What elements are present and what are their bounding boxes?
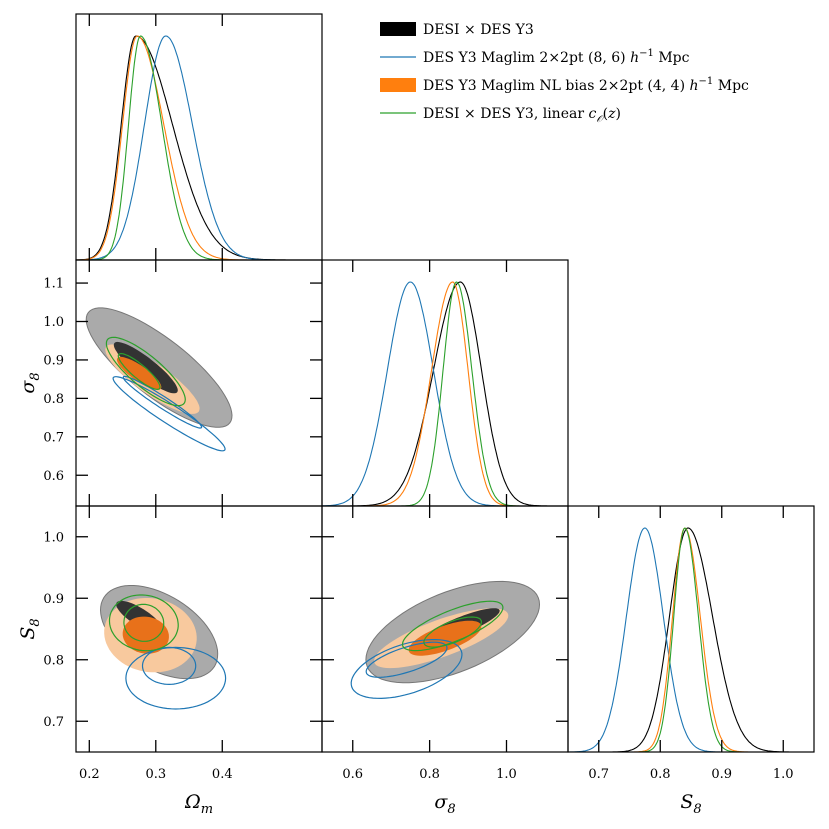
y-tick-label: 0.6 (43, 469, 64, 484)
axis-subscript: m (201, 802, 213, 817)
axis-subscript: 8 (28, 618, 43, 626)
contour-68-3 (423, 616, 482, 648)
density-3 (568, 527, 814, 752)
axis-subscript: 8 (693, 802, 701, 817)
y-tick-label: 1.0 (43, 530, 64, 545)
panel-frame (567, 505, 815, 753)
axis-symbol: σ (434, 791, 448, 813)
contour-95-1 (112, 376, 226, 452)
contour-68-1 (141, 646, 197, 686)
legend: DESI × DES Y3 DES Y3 Maglim 2×2pt (8, 6) … (380, 22, 749, 125)
contour-95-3 (108, 594, 179, 652)
contour-68-1 (122, 375, 203, 429)
density-0 (568, 527, 814, 752)
density-1 (322, 281, 568, 506)
y-axis-title-s8: σ8 (17, 372, 43, 393)
x-axis-title-s8: σ8 (434, 791, 455, 817)
density-2 (76, 35, 322, 260)
panel-1d-Om (76, 35, 322, 260)
panel-frame (75, 13, 323, 261)
y-tick-label: 1.0 (43, 315, 64, 330)
legend-label-2: DES Y3 Maglim NL bias 2×2pt (4, 4) h−1 M… (423, 76, 749, 94)
contour-68-2 (408, 620, 482, 656)
axis-subscript: 8 (28, 372, 43, 380)
panel-Om-S8 (99, 585, 227, 710)
y-tick-label: 0.8 (43, 653, 64, 668)
density-3 (76, 35, 322, 260)
contour-95-3 (105, 336, 186, 407)
x-axis-title-S8: S8 (680, 791, 701, 817)
density-2 (568, 527, 814, 752)
x-tick-label: 1.0 (773, 767, 794, 782)
contour-68-2 (122, 616, 169, 654)
axis-symbol: Ω (184, 791, 201, 813)
contour-68-3 (117, 353, 161, 391)
panels-layer: 0.2 0.3 0.4 0.6 0.8 1.0 0.7 0.8 0.9 1.0 0.6 0.7 0.8 0… (17, 13, 815, 817)
y-tick-label: 1.1 (43, 277, 64, 292)
x-tick-label: 1.0 (496, 767, 517, 782)
x-axis-title-Om: Ωm (184, 791, 213, 817)
legend-swatch-0 (380, 22, 416, 36)
density-2 (322, 281, 568, 506)
y-axis-title-S8: S8 (17, 618, 43, 639)
legend-label-0: DESI × DES Y3 (423, 22, 534, 38)
contour-68-1 (365, 641, 448, 678)
y-tick-label: 0.7 (43, 715, 64, 730)
contour-95-1 (350, 639, 463, 700)
x-tick-label: 0.6 (342, 767, 363, 782)
legend-label-3: DESI × DES Y3, linear c𝒪(z) (423, 106, 621, 125)
axis-symbol: σ (17, 380, 39, 394)
contour-68-2 (116, 356, 162, 390)
density-0 (322, 281, 568, 506)
legend-swatch-2 (380, 78, 416, 92)
panel-s8-S8 (350, 580, 541, 700)
x-tick-label: 0.8 (650, 767, 671, 782)
panel-Om-s8 (85, 307, 233, 452)
density-0 (76, 35, 322, 260)
x-tick-label: 0.8 (419, 767, 440, 782)
contour-95-1 (125, 646, 227, 710)
x-tick-label: 0.7 (588, 767, 609, 782)
x-tick-label: 0.2 (79, 767, 100, 782)
axis-symbol: S (17, 627, 39, 640)
axis-symbol: S (680, 791, 693, 813)
contour-68-3 (123, 603, 165, 642)
x-tick-label: 0.4 (212, 767, 233, 782)
legend-label-1: DES Y3 Maglim 2×2pt (8, 6) h−1 Mpc (423, 48, 690, 66)
axis-subscript: 8 (447, 802, 455, 817)
x-tick-label: 0.3 (145, 767, 166, 782)
y-tick-label: 0.9 (43, 353, 64, 368)
x-tick-label: 0.9 (711, 767, 732, 782)
panel-1d-s8 (322, 281, 568, 506)
density-1 (76, 35, 322, 260)
panel-1d-S8 (568, 527, 814, 752)
y-tick-label: 0.7 (43, 430, 64, 445)
contour-95-3 (401, 600, 504, 652)
density-3 (322, 281, 568, 506)
y-tick-label: 0.9 (43, 592, 64, 607)
density-1 (568, 527, 814, 752)
y-tick-label: 0.8 (43, 392, 64, 407)
